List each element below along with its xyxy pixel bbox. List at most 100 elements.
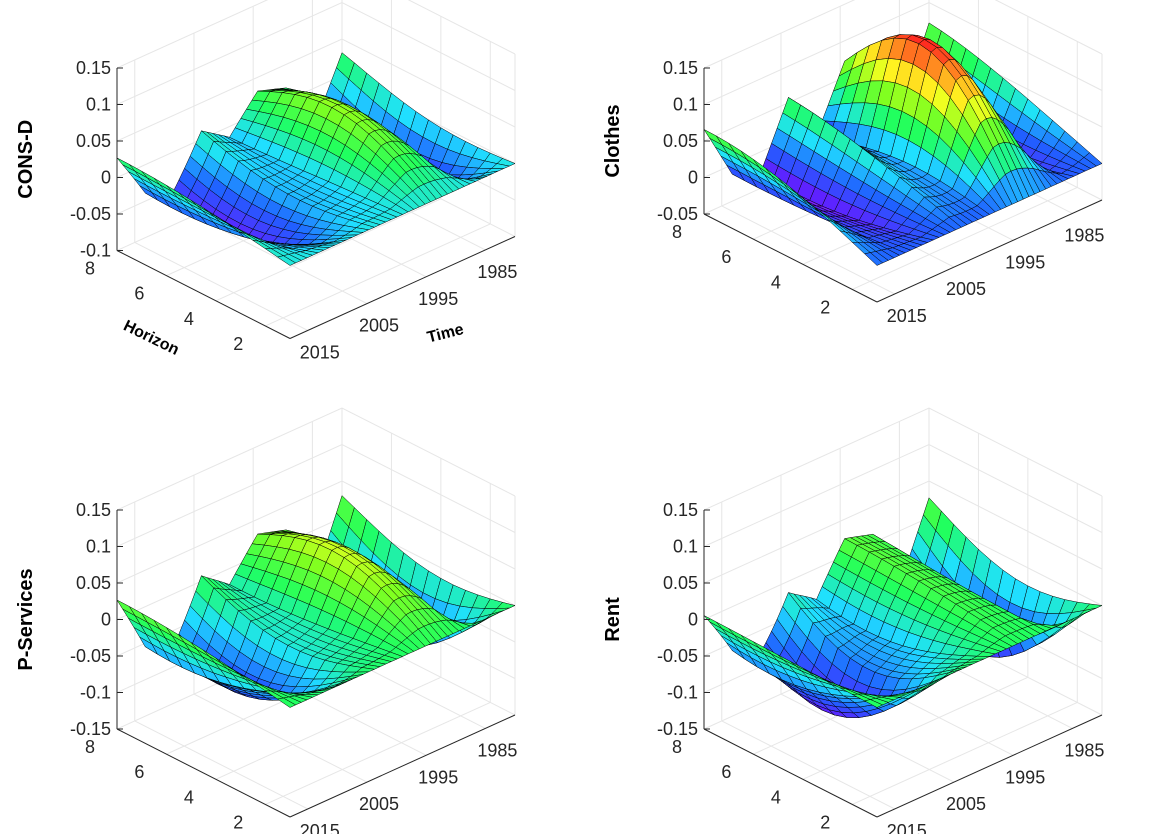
time-tick-label: 2015 xyxy=(887,306,927,326)
horizon-tick-label: 8 xyxy=(85,737,95,757)
grid-line xyxy=(116,0,516,69)
time-tick-label: 2015 xyxy=(300,342,340,362)
time-axis-line xyxy=(876,714,1103,818)
grid-line xyxy=(116,38,516,142)
z-axis-label: P-Services xyxy=(15,568,37,670)
grid-line xyxy=(703,0,1103,69)
z-tick-label: 0.15 xyxy=(76,500,111,520)
time-tick-label: 1985 xyxy=(477,262,517,282)
horizon-tick-label: 4 xyxy=(184,787,194,807)
horizon-tick-label: 2 xyxy=(233,334,243,354)
time-tick-label: 1985 xyxy=(477,740,517,760)
z-tick-label: 0.05 xyxy=(663,131,698,151)
grid-line xyxy=(703,480,1103,584)
horizon-tick-label: 2 xyxy=(233,812,243,832)
panel-clothes: 0.15 0.1 0.05 0 -0.058 6 4 2 2015 2005 1995 1985 Clo… xyxy=(602,0,1104,326)
grid-line xyxy=(193,475,368,783)
z-tick-label: 0 xyxy=(101,610,111,630)
z-tick-label: 0.1 xyxy=(673,537,698,557)
grid-line xyxy=(215,458,442,780)
z-tick-label: 0.1 xyxy=(86,95,111,115)
z-tick-label: 0 xyxy=(101,168,111,188)
grid-line xyxy=(780,475,955,783)
time-axis-label: Time xyxy=(425,321,465,346)
z-tick-label: -0.05 xyxy=(657,204,698,224)
grid-line xyxy=(703,1,1103,105)
axes: 0.15 0.1 0.05 0 -0.058 6 4 2 2015 2005 1995 1985 xyxy=(657,58,1104,326)
horizon-tick-label: 4 xyxy=(184,309,194,329)
horizon-axis-line xyxy=(116,728,291,818)
horizon-axis-line xyxy=(703,213,878,303)
grid-line xyxy=(721,501,895,810)
z-tick-label: 0.1 xyxy=(86,537,111,557)
horizon-tick-label: 8 xyxy=(672,737,682,757)
time-tick-label: 1995 xyxy=(1005,767,1045,787)
grid-line xyxy=(852,41,1078,290)
time-tick-label: 1985 xyxy=(1064,225,1104,245)
horizon-tick-label: 6 xyxy=(721,762,731,782)
z-axis-label: Clothes xyxy=(602,104,624,177)
grid-line xyxy=(852,483,1078,805)
time-axis-line xyxy=(289,236,516,339)
horizon-axis-label: Horizon xyxy=(121,317,182,358)
time-tick-label: 1995 xyxy=(1005,252,1045,272)
surface-mesh xyxy=(116,495,516,708)
horizon-tick-label: 8 xyxy=(85,259,95,279)
axes: 0.15 0.1 0.05 0 -0.05 -0.18 6 4 2 2015 2005 1995 198… xyxy=(70,58,517,362)
grid-line xyxy=(215,16,442,302)
surface-patch xyxy=(703,615,723,629)
z-tick-label: -0.05 xyxy=(70,646,111,666)
grid-line xyxy=(703,407,1103,511)
grid-lines xyxy=(116,407,516,810)
grid-line xyxy=(703,443,1103,547)
horizon-tick-label: 6 xyxy=(134,762,144,782)
time-axis-line xyxy=(876,199,1103,303)
time-axis-line xyxy=(289,714,516,818)
time-tick-label: 2005 xyxy=(946,794,986,814)
horizon-axis-line xyxy=(703,728,878,818)
time-tick-label: 2005 xyxy=(359,316,399,336)
horizon-tick-label: 4 xyxy=(771,272,781,292)
surface-mesh xyxy=(703,497,1103,718)
grid-line xyxy=(116,480,516,584)
grid-line xyxy=(134,501,308,810)
z-axis-label: CONS-D xyxy=(15,120,37,199)
horizon-axis-line xyxy=(116,250,291,339)
horizon-tick-label: 2 xyxy=(820,297,830,317)
z-tick-label: 0.15 xyxy=(76,58,111,78)
z-tick-label: -0.1 xyxy=(667,683,698,703)
z-tick-label: -0.1 xyxy=(80,683,111,703)
axes: 0.15 0.1 0.05 0 -0.05 -0.1 -0.158 6 4 2 2015 2005 19… xyxy=(657,500,1104,834)
panel-p-services: 0.15 0.1 0.05 0 -0.05 -0.1 -0.158 6 4 2 2015 2005 19… xyxy=(15,407,517,834)
horizon-tick-label: 6 xyxy=(721,247,731,267)
z-tick-label: -0.1 xyxy=(80,241,111,261)
grid-line xyxy=(116,1,516,105)
surface-mesh xyxy=(703,22,1103,266)
z-tick-label: -0.15 xyxy=(70,719,111,739)
z-tick-label: 0.05 xyxy=(663,573,698,593)
z-tick-label: -0.15 xyxy=(657,719,698,739)
grid-line xyxy=(116,407,516,511)
time-tick-label: 2005 xyxy=(946,279,986,299)
surface-mesh xyxy=(116,52,516,266)
grid-line xyxy=(116,443,516,547)
horizon-tick-label: 4 xyxy=(771,787,781,807)
grid-line xyxy=(265,483,491,805)
z-axis-label: Rent xyxy=(602,597,624,642)
grid-line xyxy=(134,59,308,331)
surface-patch xyxy=(864,252,884,266)
z-tick-label: -0.05 xyxy=(657,646,698,666)
horizon-tick-label: 2 xyxy=(820,812,830,832)
z-tick-label: 0.15 xyxy=(663,58,698,78)
time-tick-label: 1995 xyxy=(418,767,458,787)
time-tick-label: 2015 xyxy=(887,821,927,834)
time-tick-label: 1995 xyxy=(418,289,458,309)
z-tick-label: 0.05 xyxy=(76,573,111,593)
grid-line xyxy=(802,458,1029,780)
surface-patch xyxy=(276,697,297,708)
grid-line xyxy=(721,59,895,295)
horizon-tick-label: 8 xyxy=(672,222,682,242)
grid-line xyxy=(265,41,491,327)
panel-rent: 0.15 0.1 0.05 0 -0.05 -0.1 -0.158 6 4 2 2015 2005 19… xyxy=(602,407,1104,834)
z-tick-label: 0.05 xyxy=(76,131,111,151)
